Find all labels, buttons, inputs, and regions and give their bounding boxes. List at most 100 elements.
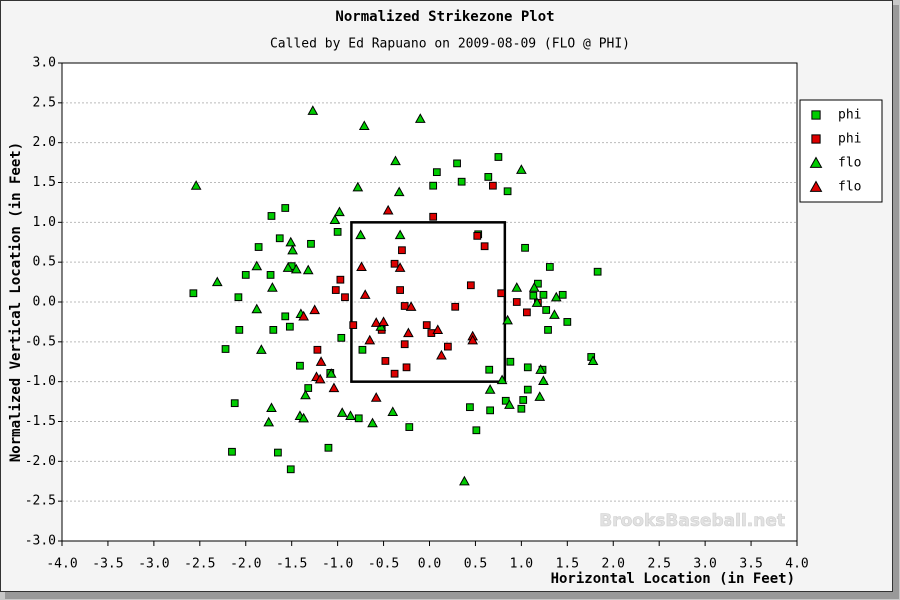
square-marker xyxy=(189,289,198,298)
triangle-marker xyxy=(367,417,378,428)
watermark: BrooksBaseball.net xyxy=(599,511,785,531)
square-marker xyxy=(275,234,284,243)
y-tick-label: 1.0 xyxy=(33,215,56,230)
y-tick-label: -2.5 xyxy=(25,494,56,509)
triangle-marker xyxy=(334,206,345,217)
triangle-marker xyxy=(298,412,309,423)
square-marker xyxy=(523,385,532,394)
y-tick-label: 0.5 xyxy=(33,255,56,270)
triangle-marker xyxy=(394,262,406,272)
square-marker xyxy=(523,308,531,317)
triangle-marker xyxy=(352,181,364,192)
triangle-marker xyxy=(282,262,294,272)
strike-zone xyxy=(350,221,507,383)
triangle-marker xyxy=(549,309,560,319)
square-marker xyxy=(341,293,349,302)
triangle-marker xyxy=(393,186,405,197)
square-marker xyxy=(286,465,295,474)
x-tick-label: -3.5 xyxy=(92,557,123,572)
square-marker xyxy=(466,403,474,412)
triangle-marker xyxy=(190,180,202,190)
triangle-marker xyxy=(550,291,562,302)
square-marker xyxy=(266,271,275,279)
x-tick-label: 2.0 xyxy=(602,557,625,572)
square-marker xyxy=(484,173,493,181)
triangle-marker xyxy=(414,113,426,123)
triangle-marker xyxy=(307,105,319,115)
legend-marker xyxy=(809,180,823,192)
triangle-marker xyxy=(436,349,447,360)
triangle-marker xyxy=(355,229,366,240)
square-marker xyxy=(281,204,290,212)
y-tick-label: 0.0 xyxy=(33,295,56,310)
square-marker xyxy=(432,168,441,177)
triangle-marker xyxy=(211,276,223,287)
legend-label: phi xyxy=(838,132,861,147)
square-marker xyxy=(331,286,340,294)
triangle-marker xyxy=(290,263,302,274)
square-marker xyxy=(485,365,494,374)
triangle-marker xyxy=(359,289,371,299)
triangle-marker xyxy=(285,236,297,247)
square-marker xyxy=(506,357,515,366)
square-marker xyxy=(390,259,399,268)
triangle-marker xyxy=(328,382,340,393)
triangle-marker xyxy=(345,410,356,421)
triangle-marker xyxy=(315,356,327,366)
square-marker xyxy=(267,212,276,220)
x-tick-label: -0.5 xyxy=(368,557,399,572)
square-marker xyxy=(544,326,552,334)
legend-marker xyxy=(809,156,823,168)
triangle-marker xyxy=(266,402,277,413)
square-marker xyxy=(539,290,548,299)
square-marker xyxy=(269,326,278,334)
triangle-marker xyxy=(459,475,470,486)
x-tick-label: 3.5 xyxy=(739,557,762,572)
square-marker xyxy=(545,263,554,271)
y-tick-label: -1.5 xyxy=(25,414,56,429)
triangle-marker xyxy=(496,374,508,385)
square-marker xyxy=(517,404,526,413)
triangle-marker xyxy=(325,368,337,378)
square-marker xyxy=(274,448,282,457)
triangle-marker xyxy=(587,355,599,366)
y-tick-label: 3.0 xyxy=(33,56,56,71)
triangle-marker xyxy=(516,164,527,174)
chart-title: Normalized Strikezone Plot xyxy=(335,9,554,25)
square-marker xyxy=(254,243,263,251)
square-marker xyxy=(558,290,567,299)
square-marker xyxy=(337,333,346,342)
triangle-marker xyxy=(538,375,549,385)
square-marker xyxy=(396,286,404,294)
triangle-marker xyxy=(387,406,399,417)
y-tick-label: 2.5 xyxy=(33,95,56,110)
square-marker xyxy=(358,345,367,354)
square-marker xyxy=(503,187,512,196)
square-marker xyxy=(451,302,460,311)
square-marker xyxy=(241,271,250,279)
y-tick-label: -2.0 xyxy=(25,454,56,469)
square-marker xyxy=(324,443,333,452)
triangle-marker xyxy=(287,244,298,255)
triangle-marker xyxy=(531,297,543,307)
x-tick-label: -4.0 xyxy=(46,557,77,572)
square-marker xyxy=(542,306,551,314)
triangle-marker xyxy=(336,407,348,417)
triangle-marker xyxy=(251,260,263,271)
triangle-marker xyxy=(382,204,394,215)
legend-label: flo xyxy=(838,156,861,171)
triangle-marker xyxy=(467,334,479,345)
legend: phi phi flo flo xyxy=(799,99,883,203)
triangle-marker xyxy=(309,304,321,315)
triangle-marker xyxy=(370,392,382,402)
x-axis-label: Horizontal Location (in Feet) xyxy=(551,571,795,587)
legend-label: flo xyxy=(838,180,861,195)
x-tick-label: 0.5 xyxy=(464,557,487,572)
triangle-marker xyxy=(511,282,523,292)
square-marker xyxy=(390,369,399,378)
x-tick-label: 4.0 xyxy=(785,557,808,572)
square-marker xyxy=(400,340,409,349)
triangle-marker xyxy=(298,310,309,321)
square-marker xyxy=(402,363,411,372)
